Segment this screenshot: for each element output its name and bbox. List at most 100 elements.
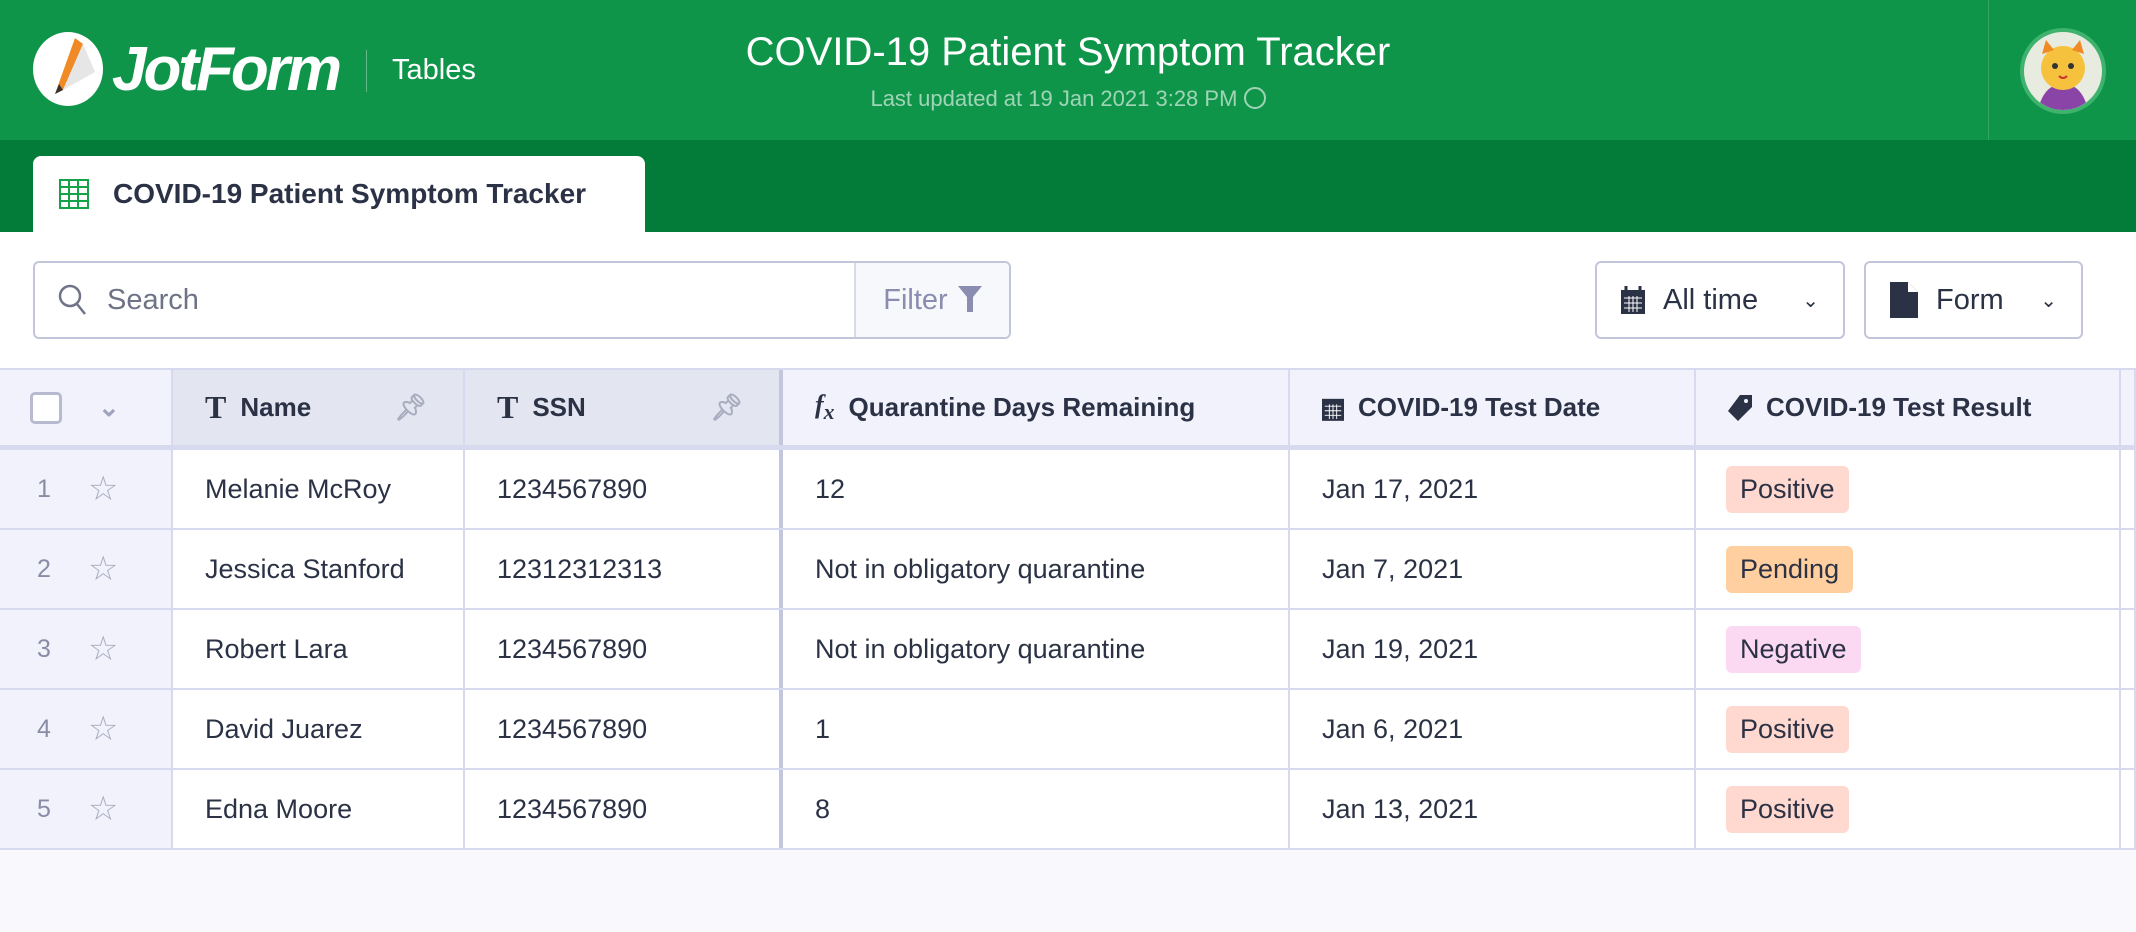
cell-name[interactable]: Robert Lara bbox=[173, 610, 465, 688]
column-header-test-date[interactable]: COVID-19 Test Date bbox=[1290, 370, 1696, 445]
table-row[interactable]: 4 ☆ David Juarez 1234567890 1 Jan 6, 2021… bbox=[0, 690, 2136, 770]
tag-icon bbox=[1728, 394, 1752, 421]
cell-test-result[interactable]: Positive bbox=[1696, 690, 2121, 768]
text-T-icon: T bbox=[205, 389, 227, 425]
cell-test-date[interactable]: Jan 17, 2021 bbox=[1290, 450, 1696, 528]
row-index-cell: 4 ☆ bbox=[0, 690, 173, 768]
cell-ssn[interactable]: 1234567890 bbox=[465, 450, 783, 528]
header-divider-right bbox=[1988, 0, 1989, 140]
cell-test-result[interactable]: Positive bbox=[1696, 770, 2121, 848]
table-row[interactable]: 5 ☆ Edna Moore 1234567890 8 Jan 13, 2021 … bbox=[0, 770, 2136, 850]
status-badge: Positive bbox=[1726, 465, 1849, 513]
filter-button[interactable]: Filter bbox=[854, 263, 1009, 337]
formula-fx-icon: fx bbox=[815, 389, 835, 425]
cell-name[interactable]: David Juarez bbox=[173, 690, 465, 768]
cell-test-result[interactable]: Positive bbox=[1696, 450, 2121, 528]
column-header-quarantine[interactable]: fx Quarantine Days Remaining bbox=[783, 370, 1290, 445]
section-label[interactable]: Tables bbox=[392, 54, 476, 86]
data-table: ⌄ T Name 📌︎ T SSN 📌︎ fx Quarantine Days Remai… bbox=[0, 368, 2136, 850]
cell-quarantine[interactable]: 12 bbox=[783, 450, 1290, 528]
cell-ssn[interactable]: 1234567890 bbox=[465, 770, 783, 848]
jotform-logo-icon[interactable] bbox=[33, 32, 103, 106]
top-header bbox=[0, 0, 2136, 140]
chevron-down-icon: ⌄ bbox=[1802, 289, 1819, 312]
jotform-logo[interactable]: JotForm bbox=[112, 35, 342, 104]
chevron-down-icon[interactable]: ⌄ bbox=[98, 392, 120, 422]
search-input[interactable]: Search bbox=[107, 283, 199, 316]
column-filler bbox=[2121, 610, 2136, 688]
table-grid-icon bbox=[59, 179, 89, 209]
column-header-test-result[interactable]: COVID-19 Test Result bbox=[1696, 370, 2121, 445]
cell-name[interactable]: Melanie McRoy bbox=[173, 450, 465, 528]
user-avatar[interactable] bbox=[2020, 28, 2106, 114]
star-icon[interactable]: ☆ bbox=[88, 710, 119, 748]
cell-name[interactable]: Edna Moore bbox=[173, 770, 465, 848]
text-T-icon: T bbox=[497, 389, 519, 425]
page-title: COVID-19 Patient Symptom Tracker bbox=[745, 30, 1391, 74]
cell-ssn[interactable]: 1234567890 bbox=[465, 690, 783, 768]
cell-quarantine[interactable]: 8 bbox=[783, 770, 1290, 848]
cell-test-date[interactable]: Jan 19, 2021 bbox=[1290, 610, 1696, 688]
tab-label: COVID-19 Patient Symptom Tracker bbox=[113, 178, 587, 209]
search-box[interactable]: Search Filter bbox=[33, 261, 1011, 339]
cell-ssn[interactable]: 12312312313 bbox=[465, 530, 783, 608]
date-range-dropdown[interactable]: All time ⌄ bbox=[1595, 261, 1845, 339]
clock-icon bbox=[1243, 87, 1266, 109]
cell-test-result[interactable]: Pending bbox=[1696, 530, 2121, 608]
cell-test-result[interactable]: Negative bbox=[1696, 610, 2121, 688]
select-all-cell: ⌄ bbox=[0, 370, 173, 445]
cell-test-date[interactable]: Jan 7, 2021 bbox=[1290, 530, 1696, 608]
row-number: 2 bbox=[37, 554, 51, 583]
status-badge: Pending bbox=[1726, 545, 1854, 593]
column-header-label: Quarantine Days Remaining bbox=[848, 392, 1196, 422]
column-header-ssn[interactable]: T SSN 📌︎ bbox=[465, 370, 783, 445]
calendar-icon bbox=[1322, 398, 1344, 421]
column-header-label: Name bbox=[240, 392, 312, 422]
column-filler bbox=[2121, 770, 2136, 848]
last-updated: Last updated at 19 Jan 2021 3:28 PM bbox=[0, 86, 2136, 112]
column-filler bbox=[2121, 370, 2136, 445]
star-icon[interactable]: ☆ bbox=[88, 630, 119, 668]
cell-test-date[interactable]: Jan 13, 2021 bbox=[1290, 770, 1696, 848]
cell-name[interactable]: Jessica Stanford bbox=[173, 530, 465, 608]
form-dropdown[interactable]: Form ⌄ bbox=[1864, 261, 2083, 339]
cell-test-date[interactable]: Jan 6, 2021 bbox=[1290, 690, 1696, 768]
table-row[interactable]: 2 ☆ Jessica Stanford 12312312313 Not in o… bbox=[0, 530, 2136, 610]
chevron-down-icon: ⌄ bbox=[2040, 289, 2057, 312]
table-empty-area bbox=[0, 850, 2136, 932]
row-index-cell: 3 ☆ bbox=[0, 610, 173, 688]
pin-icon[interactable]: 📌︎ bbox=[709, 392, 743, 422]
status-badge: Positive bbox=[1726, 705, 1849, 753]
tab-table[interactable]: COVID-19 Patient Symptom Tracker bbox=[33, 156, 645, 232]
column-header-label: COVID-19 Test Date bbox=[1358, 392, 1601, 422]
calendar-icon bbox=[1621, 286, 1645, 314]
status-badge: Negative bbox=[1726, 625, 1861, 673]
column-filler bbox=[2121, 690, 2136, 768]
select-all-checkbox[interactable] bbox=[30, 391, 62, 424]
row-index-cell: 1 ☆ bbox=[0, 450, 173, 528]
table-header-row: ⌄ T Name 📌︎ T SSN 📌︎ fx Quarantine Days Remai… bbox=[0, 368, 2136, 450]
row-index-cell: 2 ☆ bbox=[0, 530, 173, 608]
table-row[interactable]: 3 ☆ Robert Lara 1234567890 Not in obligat… bbox=[0, 610, 2136, 690]
cell-ssn[interactable]: 1234567890 bbox=[465, 610, 783, 688]
last-updated-text: Last updated at 19 Jan 2021 3:28 PM bbox=[870, 86, 1238, 111]
row-number: 5 bbox=[37, 794, 51, 823]
pin-icon[interactable]: 📌︎ bbox=[393, 392, 427, 422]
column-header-label: COVID-19 Test Result bbox=[1766, 392, 2032, 422]
star-icon[interactable]: ☆ bbox=[88, 550, 119, 588]
column-header-name[interactable]: T Name 📌︎ bbox=[173, 370, 465, 445]
star-icon[interactable]: ☆ bbox=[88, 470, 119, 508]
cell-quarantine[interactable]: Not in obligatory quarantine bbox=[783, 530, 1290, 608]
cell-quarantine[interactable]: 1 bbox=[783, 690, 1290, 768]
cell-quarantine[interactable]: Not in obligatory quarantine bbox=[783, 610, 1290, 688]
star-icon[interactable]: ☆ bbox=[88, 790, 119, 828]
table-row[interactable]: 1 ☆ Melanie McRoy 1234567890 12 Jan 17, 2… bbox=[0, 450, 2136, 530]
row-index-cell: 5 ☆ bbox=[0, 770, 173, 848]
column-filler bbox=[2121, 530, 2136, 608]
document-icon bbox=[1890, 282, 1918, 318]
row-number: 4 bbox=[37, 714, 51, 743]
form-label: Form bbox=[1936, 283, 2004, 316]
row-number: 3 bbox=[37, 634, 51, 663]
header-divider bbox=[366, 50, 367, 92]
row-number: 1 bbox=[37, 474, 51, 503]
